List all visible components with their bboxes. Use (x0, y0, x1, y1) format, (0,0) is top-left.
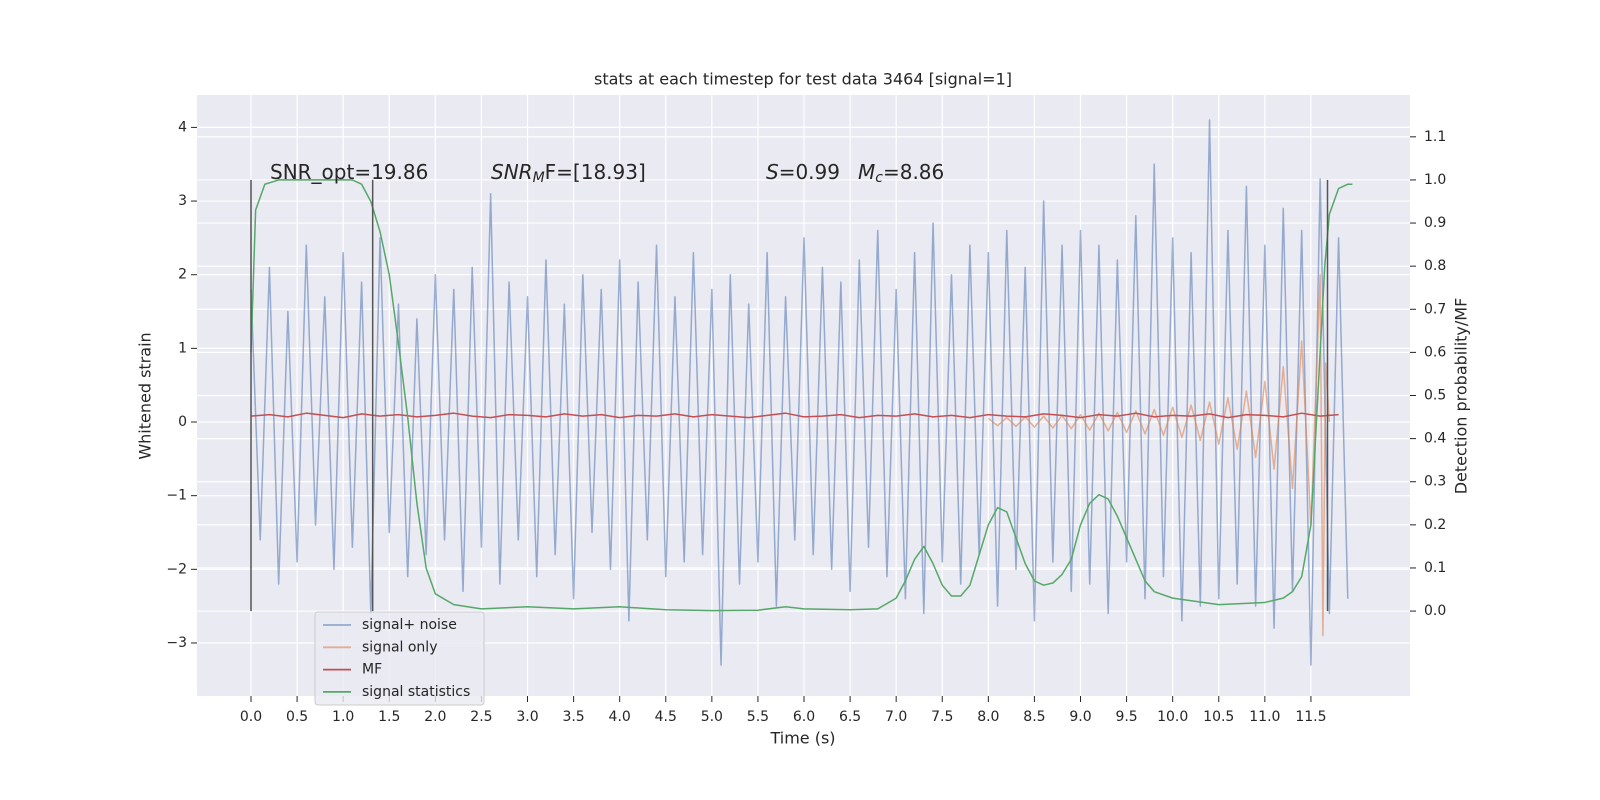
y-tick-label: 1 (178, 340, 187, 356)
y2-tick-label: 0.6 (1424, 344, 1446, 360)
x-tick-label: 11.0 (1249, 709, 1280, 725)
x-tick-label: 8.0 (977, 709, 999, 725)
annotation: SNR_opt=19.86 (270, 160, 428, 184)
x-tick-label: 8.5 (1023, 709, 1045, 725)
x-tick-label: 0.0 (240, 709, 262, 725)
y-tick-label: 2 (178, 267, 187, 283)
y2-tick-label: 0.0 (1424, 603, 1446, 619)
series-line (250, 412, 1339, 419)
series-line (250, 119, 1349, 666)
y2-tick-label: 1.0 (1424, 172, 1446, 188)
x-tick-label: 5.0 (701, 709, 723, 725)
annotation: SNRMF=[18.93] (491, 160, 646, 187)
annotation-part: F=[18.93] (545, 160, 646, 184)
x-tick-label: 11.5 (1295, 709, 1326, 725)
x-tick-label: 7.0 (885, 709, 907, 725)
legend-label: MF (362, 662, 382, 678)
y-tick-label: −2 (166, 561, 187, 577)
x-tick-label: 9.0 (1069, 709, 1091, 725)
y2-tick-label: 0.7 (1424, 301, 1446, 317)
annotation-part: SNR (491, 160, 533, 184)
legend-box (314, 611, 485, 706)
x-tick-label: 2.0 (424, 709, 446, 725)
x-tick-label: 1.0 (332, 709, 354, 725)
annotation-part: M (858, 160, 875, 184)
y-tick-label: 3 (178, 193, 187, 209)
legend-label: signal+ noise (362, 617, 457, 633)
series-line (250, 179, 1353, 612)
annotation-part: S (766, 160, 779, 184)
legend-label: signal only (362, 639, 437, 655)
x-tick-label: 3.0 (516, 709, 538, 725)
annotation-part: =8.86 (883, 160, 944, 184)
x-tick-label: 4.0 (609, 709, 631, 725)
annotation-part: =0.99 (779, 160, 840, 184)
y2-axis-label: Detection probability/MF (1452, 298, 1471, 495)
x-tick-label: 10.5 (1203, 709, 1234, 725)
y2-tick-label: 0.8 (1424, 258, 1446, 274)
x-tick-label: 3.5 (562, 709, 584, 725)
annotation-part: c (875, 170, 883, 186)
x-tick-label: 2.5 (470, 709, 492, 725)
legend-label: signal statistics (362, 684, 470, 700)
chart-title: stats at each timestep for test data 346… (594, 70, 1012, 89)
y2-tick-label: 0.4 (1424, 431, 1446, 447)
annotation-part: SNR_opt=19.86 (270, 160, 428, 184)
x-tick-label: 1.5 (378, 709, 400, 725)
x-tick-label: 9.5 (1115, 709, 1137, 725)
x-axis-label: Time (s) (769, 729, 835, 748)
x-tick-label: 6.0 (793, 709, 815, 725)
y2-tick-label: 0.9 (1424, 215, 1446, 231)
x-tick-label: 6.5 (839, 709, 861, 725)
annotation-part: M (533, 170, 545, 186)
x-tick-label: 5.5 (747, 709, 769, 725)
annotation: S=0.99 (766, 160, 840, 184)
x-tick-label: 0.5 (286, 709, 308, 725)
y-axis-label: Whitened strain (136, 332, 155, 459)
y2-tick-label: 0.3 (1424, 474, 1446, 490)
x-tick-label: 10.0 (1157, 709, 1188, 725)
y2-tick-label: 1.1 (1424, 129, 1446, 145)
y-tick-label: 4 (178, 119, 187, 135)
annotation: Mc=8.86 (858, 160, 944, 187)
y-tick-label: −1 (166, 488, 187, 504)
y-tick-label: 0 (178, 414, 187, 430)
x-tick-label: 4.5 (655, 709, 677, 725)
y-tick-label: −3 (166, 635, 187, 651)
y2-tick-label: 0.1 (1424, 560, 1446, 576)
y2-tick-label: 0.5 (1424, 388, 1446, 404)
y2-tick-label: 0.2 (1424, 517, 1446, 533)
x-tick-label: 7.5 (931, 709, 953, 725)
series-line (987, 273, 1331, 637)
